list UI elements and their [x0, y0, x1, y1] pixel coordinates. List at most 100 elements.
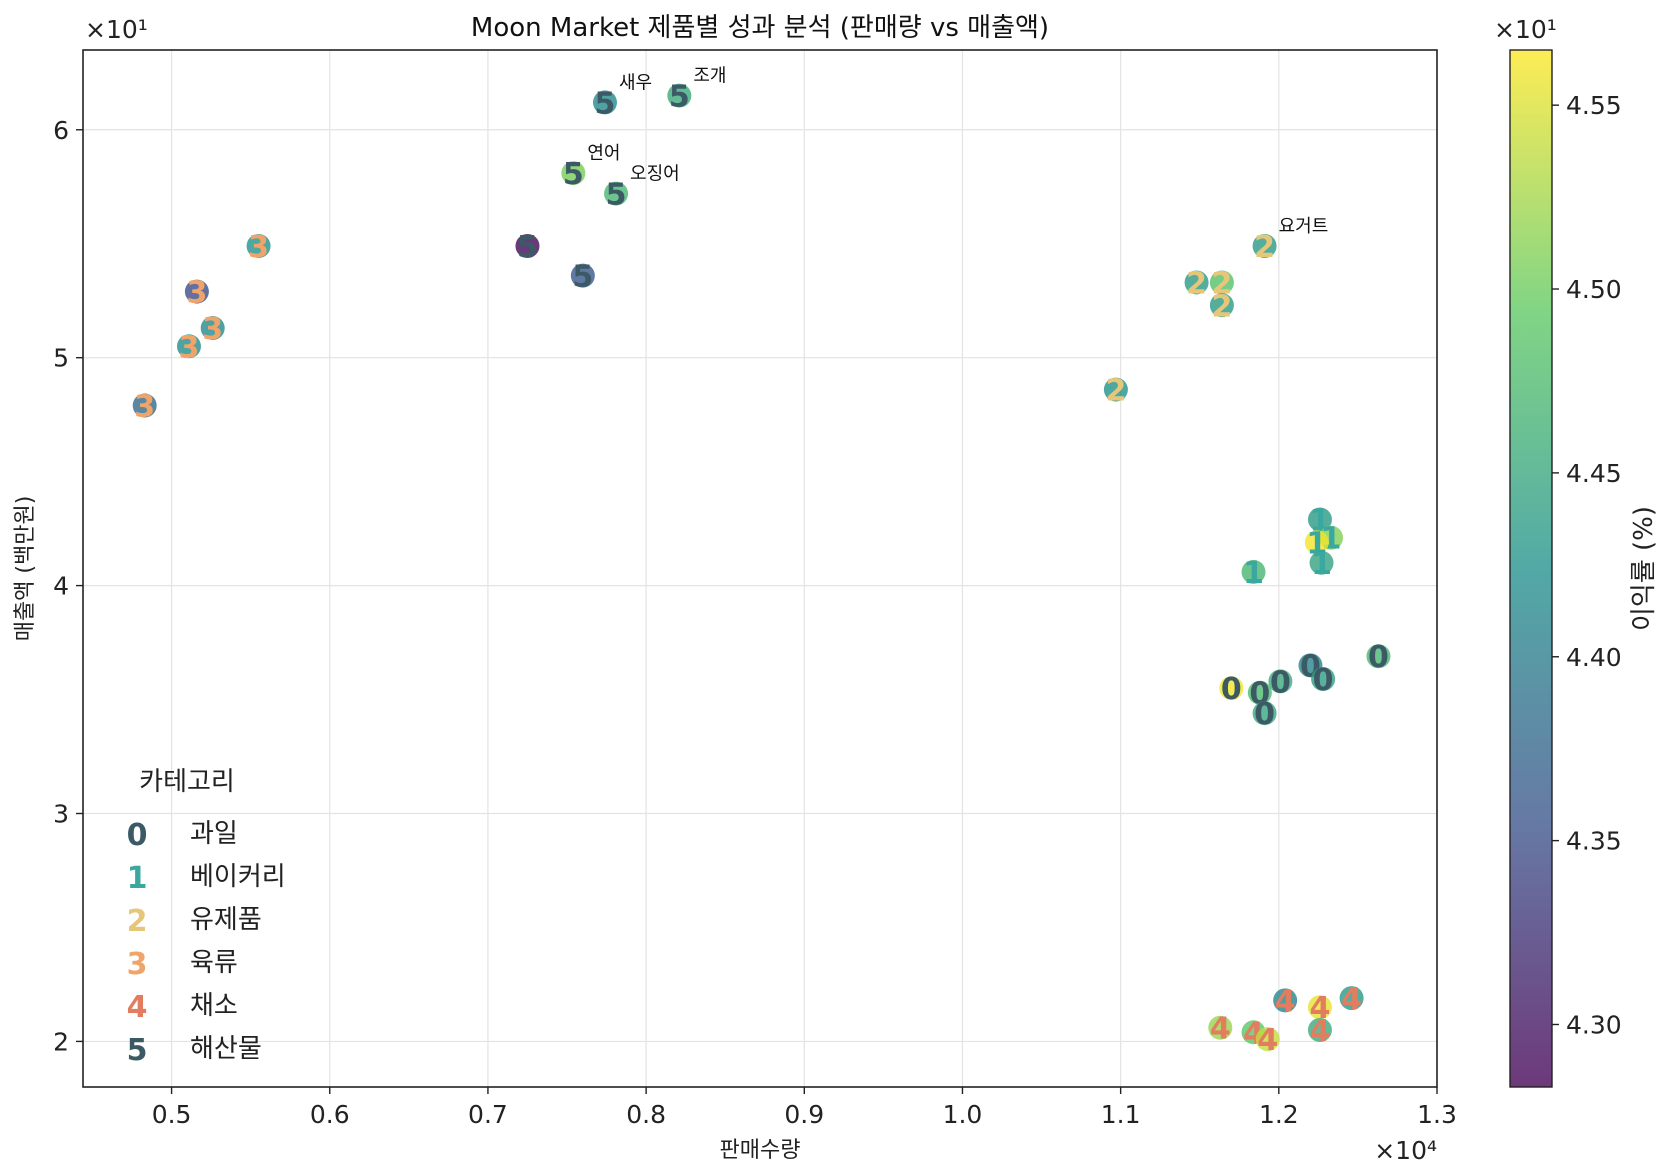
x-axis-ticks: 0.5 0.6 0.7 0.8 0.9 1.0 1.1 1.2 1.3 — [152, 1087, 1457, 1129]
scatter-point: 1 — [1309, 547, 1334, 582]
point-marker — [1252, 701, 1277, 726]
point-marker — [200, 316, 225, 341]
legend-marker: 5 — [127, 1033, 148, 1068]
legend-label: 베이커리 — [190, 862, 286, 892]
point-marker — [1103, 377, 1128, 402]
point-marker — [176, 334, 201, 359]
point-category-digit: 3 — [186, 276, 207, 311]
point-marker — [1208, 1015, 1233, 1040]
legend-entry: 0 과일 — [127, 818, 238, 853]
legend-marker: 0 — [127, 818, 148, 853]
colorbar-tick-label: 4.30 — [1566, 1010, 1622, 1039]
scatter-point: 2 — [1209, 266, 1234, 301]
scatter-point: 3 — [200, 312, 225, 347]
scatter-point: 2 — [1184, 266, 1209, 301]
scatter-point: 2 — [1252, 230, 1277, 265]
scatter-point: 5 — [561, 157, 586, 192]
legend-entry: 3 육류 — [127, 947, 238, 982]
point-marker — [1268, 669, 1293, 694]
point-marker — [1309, 550, 1334, 575]
point-marker — [1247, 680, 1272, 705]
scatter-point: 2 — [1209, 289, 1234, 324]
x-tick-label: 1.0 — [943, 1100, 983, 1129]
colorbar-tick-label: 4.45 — [1566, 459, 1622, 488]
scatter-point: 3 — [246, 230, 271, 265]
point-category-digit: 4 — [1275, 984, 1296, 1019]
point-category-digit: 2 — [1211, 289, 1232, 324]
point-marker — [1307, 1018, 1332, 1043]
scatter-point: 2 — [1103, 374, 1128, 409]
colorbar-tick-label: 4.35 — [1566, 827, 1622, 856]
point-marker — [1307, 507, 1332, 532]
point-marker — [1209, 270, 1234, 295]
point-category-digit: 4 — [1310, 1014, 1331, 1049]
point-category-digit: 5 — [563, 157, 584, 192]
scatter-point: 3 — [132, 390, 157, 425]
point-marker — [1304, 530, 1329, 555]
point-category-digit: 3 — [248, 230, 269, 265]
point-category-digit: 1 — [1243, 556, 1264, 591]
colorbar: 4.30 4.35 4.40 4.45 4.50 4.55 ×10¹ 이익률 (%) — [1494, 15, 1659, 1088]
colorbar-gradient — [1510, 50, 1552, 1087]
colorbar-tick-label: 4.55 — [1566, 91, 1622, 120]
scatter-point: 5 — [667, 80, 692, 115]
point-marker — [246, 234, 271, 259]
x-axis-title: 판매수량 — [720, 1138, 801, 1163]
point-marker — [561, 161, 586, 186]
point-marker — [1219, 676, 1244, 701]
point-marker — [604, 181, 629, 206]
gridlines — [83, 50, 1438, 1087]
legend: 카테고리 0 과일 1 베이커리 2 유제품 3 육류 4 채소 5 해산물 — [127, 767, 286, 1068]
x-axis-offset-label: ×10⁴ — [1374, 1136, 1437, 1165]
point-category-digit: 0 — [1270, 665, 1291, 700]
legend-title: 카테고리 — [139, 767, 235, 797]
point-marker — [667, 83, 692, 108]
point-category-digit: 0 — [1221, 672, 1242, 707]
legend-marker: 3 — [127, 947, 148, 982]
scatter-point: 5 — [604, 178, 629, 213]
scatter-point: 5 — [570, 260, 595, 295]
point-category-digit: 0 — [1313, 663, 1334, 698]
y-tick-label: 2 — [53, 1027, 69, 1056]
point-marker — [592, 90, 617, 115]
legend-marker: 4 — [127, 990, 148, 1025]
point-marker — [1255, 1027, 1280, 1052]
scatter-point: 0 — [1252, 697, 1277, 732]
x-tick-label: 1.3 — [1417, 1100, 1457, 1129]
point-category-digit: 5 — [517, 230, 538, 265]
scatter-point: 0 — [1311, 663, 1336, 698]
point-marker — [184, 279, 209, 304]
legend-entry: 2 유제품 — [127, 904, 262, 939]
scatter-point: 4 — [1307, 991, 1332, 1026]
point-category-digit: 3 — [202, 312, 223, 347]
point-annotation: 요거트 — [1279, 216, 1329, 237]
y-tick-label: 6 — [53, 116, 69, 145]
scatter-point: 4 — [1208, 1012, 1233, 1047]
point-marker — [1366, 644, 1391, 669]
colorbar-label: 이익률 (%) — [1629, 506, 1659, 631]
colorbar-frame — [1509, 49, 1553, 1088]
legend-label: 육류 — [190, 948, 238, 978]
scatter-point: 1 — [1241, 556, 1266, 591]
point-marker — [132, 393, 157, 418]
scatter-point: 3 — [176, 330, 201, 365]
scatter-point: 0 — [1366, 640, 1391, 675]
scatter-point: 4 — [1255, 1023, 1280, 1058]
scatter-point: 5 — [592, 86, 617, 121]
point-marker — [1339, 986, 1364, 1011]
scatter-point: 4 — [1339, 982, 1364, 1017]
x-tick-label: 0.7 — [468, 1100, 508, 1129]
point-marker — [1252, 234, 1277, 259]
x-tick-label: 0.8 — [626, 1100, 666, 1129]
scatter-point: 4 — [1273, 984, 1298, 1019]
point-category-digit: 5 — [595, 86, 616, 121]
point-category-digit: 0 — [1254, 697, 1275, 732]
x-tick-label: 1.2 — [1259, 1100, 1299, 1129]
point-marker — [1184, 270, 1209, 295]
point-marker — [570, 263, 595, 288]
point-marker — [1307, 995, 1332, 1020]
legend-marker: 2 — [127, 904, 148, 939]
chart-title: Moon Market 제품별 성과 분석 (판매량 vs 매출액) — [471, 13, 1049, 43]
point-annotation: 연어 — [587, 143, 620, 164]
